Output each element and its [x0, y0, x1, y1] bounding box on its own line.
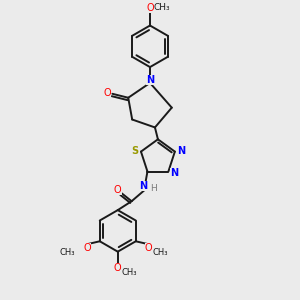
Text: O: O: [145, 243, 152, 253]
Text: O: O: [103, 88, 111, 98]
Text: N: N: [140, 182, 148, 191]
Text: O: O: [83, 243, 91, 253]
Text: N: N: [177, 146, 185, 156]
Text: CH₃: CH₃: [122, 268, 137, 277]
Text: O: O: [114, 263, 122, 274]
Text: CH₃: CH₃: [59, 248, 75, 257]
Text: H: H: [150, 184, 157, 193]
Text: O: O: [146, 3, 154, 13]
Text: CH₃: CH₃: [153, 248, 168, 257]
Text: S: S: [131, 146, 139, 156]
Text: CH₃: CH₃: [154, 3, 170, 12]
Text: O: O: [114, 185, 122, 195]
Text: N: N: [146, 75, 154, 85]
Text: N: N: [170, 167, 178, 178]
